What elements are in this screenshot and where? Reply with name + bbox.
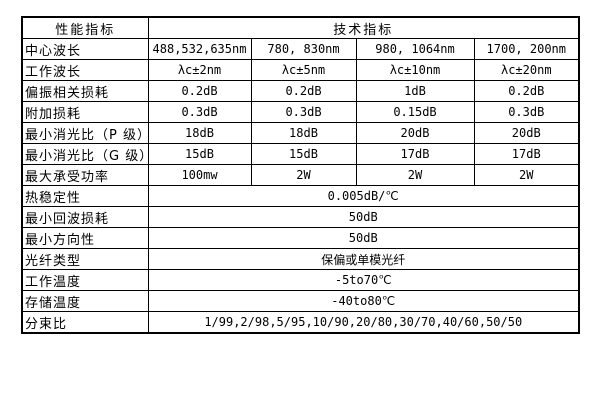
- row-value: 0.3dB: [147, 101, 252, 123]
- row-label: 最小消光比（P 级）: [21, 122, 149, 144]
- row-value: 20dB: [355, 122, 475, 144]
- row-label: 分束比: [21, 311, 149, 334]
- row-value: 15dB: [147, 143, 252, 165]
- row-value: 0.15dB: [355, 101, 475, 123]
- table-row-split-ratio: 分束比 1/99,2/98,5/95,10/90,20/80,30/70,40/…: [21, 311, 580, 334]
- row-label: 偏振相关损耗: [21, 80, 149, 102]
- row-value: 1700, 200nm: [473, 38, 580, 60]
- row-value: 0.3dB: [473, 101, 580, 123]
- table-row-fiber-type: 光纤类型 保偏或单模光纤: [21, 248, 580, 270]
- row-value: λc±10nm: [355, 59, 475, 81]
- table-row-return-loss: 最小回波损耗 50dB: [21, 206, 580, 228]
- row-value: 15dB: [250, 143, 357, 165]
- row-label: 工作温度: [21, 269, 149, 291]
- table-row-operating-temp: 工作温度 -5to70℃: [21, 269, 580, 291]
- table-row-directivity: 最小方向性 50dB: [21, 227, 580, 249]
- row-value: 1dB: [355, 80, 475, 102]
- row-value: 0.2dB: [147, 80, 252, 102]
- row-value: 2W: [355, 164, 475, 186]
- row-value: 0.2dB: [473, 80, 580, 102]
- row-label: 附加损耗: [21, 101, 149, 123]
- row-value: λc±2nm: [147, 59, 252, 81]
- table-row-extinction-p: 最小消光比（P 级） 18dB 18dB 20dB 20dB: [21, 122, 580, 144]
- row-value: 50dB: [147, 206, 580, 228]
- row-value: -5to70℃: [147, 269, 580, 291]
- row-value: 0.3dB: [250, 101, 357, 123]
- row-label: 最小回波损耗: [21, 206, 149, 228]
- header-technical: 技术指标: [147, 16, 580, 39]
- row-value: 0.2dB: [250, 80, 357, 102]
- table-row-pdl: 偏振相关损耗 0.2dB 0.2dB 1dB 0.2dB: [21, 80, 580, 102]
- row-value: 100mw: [147, 164, 252, 186]
- row-value: 17dB: [473, 143, 580, 165]
- row-label: 最小消光比（G 级）: [21, 143, 149, 165]
- table-header-row: 性能指标 技术指标: [21, 16, 580, 39]
- row-value: 780, 830nm: [250, 38, 357, 60]
- table-row-working-wavelength: 工作波长 λc±2nm λc±5nm λc±10nm λc±20nm: [21, 59, 580, 81]
- row-value: 17dB: [355, 143, 475, 165]
- row-value: 980, 1064nm: [355, 38, 475, 60]
- row-label: 最大承受功率: [21, 164, 149, 186]
- row-label: 工作波长: [21, 59, 149, 81]
- table-row-excess-loss: 附加损耗 0.3dB 0.3dB 0.15dB 0.3dB: [21, 101, 580, 123]
- row-value: 18dB: [147, 122, 252, 144]
- row-label: 热稳定性: [21, 185, 149, 207]
- table-row-center-wavelength: 中心波长 488,532,635nm 780, 830nm 980, 1064n…: [21, 38, 580, 60]
- row-label: 光纤类型: [21, 248, 149, 270]
- row-value: 保偏或单模光纤: [147, 248, 580, 270]
- row-label: 中心波长: [21, 38, 149, 60]
- row-value: 0.005dB/℃: [147, 185, 580, 207]
- table-row-max-power: 最大承受功率 100mw 2W 2W 2W: [21, 164, 580, 186]
- row-value: 20dB: [473, 122, 580, 144]
- row-value: 18dB: [250, 122, 357, 144]
- table-row-storage-temp: 存储温度 -40to80℃: [21, 290, 580, 312]
- row-value: 2W: [473, 164, 580, 186]
- table-row-thermal-stability: 热稳定性 0.005dB/℃: [21, 185, 580, 207]
- row-value: 2W: [250, 164, 357, 186]
- row-label: 存储温度: [21, 290, 149, 312]
- row-value: λc±20nm: [473, 59, 580, 81]
- row-label: 最小方向性: [21, 227, 149, 249]
- spec-table: 性能指标 技术指标 中心波长 488,532,635nm 780, 830nm …: [21, 16, 581, 334]
- row-value: 488,532,635nm: [147, 38, 252, 60]
- row-value: -40to80℃: [147, 290, 580, 312]
- row-value: 50dB: [147, 227, 580, 249]
- header-performance: 性能指标: [21, 16, 149, 39]
- table-row-extinction-g: 最小消光比（G 级） 15dB 15dB 17dB 17dB: [21, 143, 580, 165]
- row-value: 1/99,2/98,5/95,10/90,20/80,30/70,40/60,5…: [147, 311, 580, 334]
- row-value: λc±5nm: [250, 59, 357, 81]
